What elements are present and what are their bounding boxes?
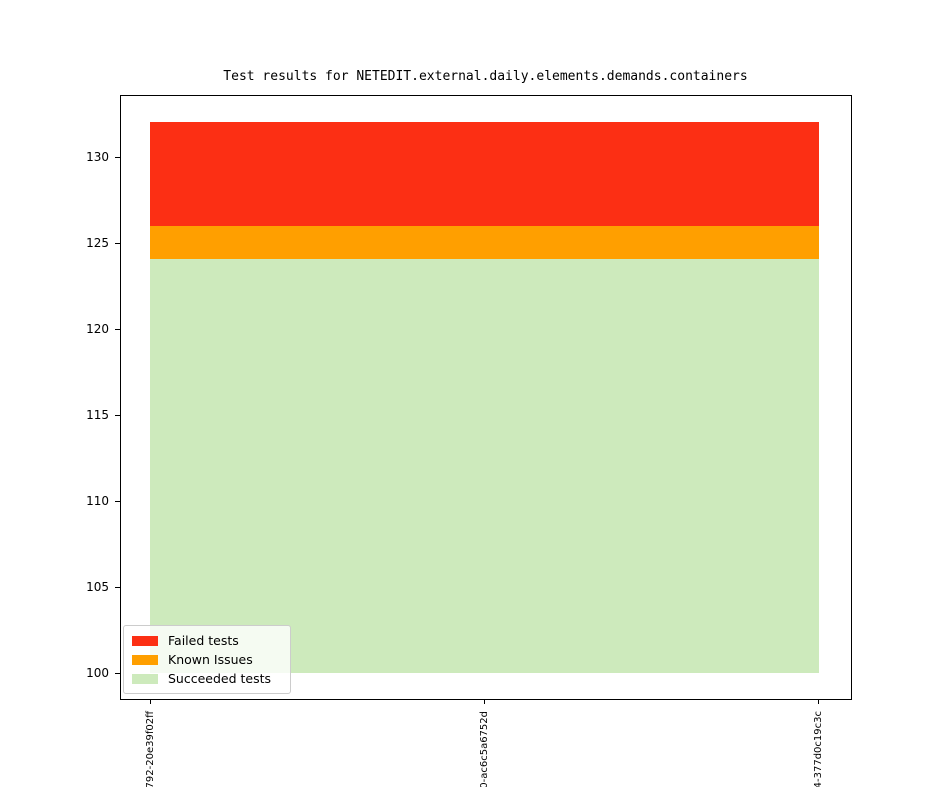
y-tick-label-110: 110 [86, 494, 109, 508]
y-tick-mark-100 [115, 673, 120, 674]
x-tick-label-1: 0-ac6c5a6752d [479, 711, 490, 787]
legend-label-failed-tests: Failed tests [168, 632, 239, 648]
area-known-issues [150, 226, 819, 259]
legend-item-known-issues: Known Issues [132, 650, 282, 669]
legend-swatch-succeeded-tests-icon [132, 673, 158, 684]
legend-label-known-issues: Known Issues [168, 651, 253, 667]
chart-title: Test results for NETEDIT.external.daily.… [223, 69, 748, 84]
legend-label-succeeded-tests: Succeeded tests [168, 670, 272, 686]
y-tick-label-125: 125 [86, 236, 109, 250]
y-tick-label-120: 120 [86, 322, 109, 336]
legend-swatch-known-issues-icon [132, 654, 158, 665]
y-tick-mark-110 [115, 501, 120, 502]
x-tick-label-2: 4-377d0c19c3c [813, 711, 824, 787]
y-tick-mark-105 [115, 587, 120, 588]
y-tick-mark-125 [115, 243, 120, 244]
y-tick-mark-120 [115, 329, 120, 330]
x-tick-mark-0 [150, 700, 151, 704]
x-tick-mark-2 [818, 700, 819, 704]
area-failed-tests [150, 122, 819, 226]
legend: Failed tests Known Issues Succeeded test… [123, 625, 291, 694]
legend-item-failed-tests: Failed tests [132, 631, 282, 650]
y-tick-label-105: 105 [86, 580, 109, 594]
x-tick-mark-1 [484, 700, 485, 704]
plot-area [120, 95, 852, 700]
x-tick-label-0: 792-20e39f02ff [145, 711, 156, 787]
area-succeeded-tests [150, 259, 819, 673]
legend-item-succeeded-tests: Succeeded tests [132, 669, 282, 688]
y-tick-mark-130 [115, 157, 120, 158]
y-tick-label-115: 115 [86, 408, 109, 422]
legend-swatch-failed-tests-icon [132, 635, 158, 646]
y-tick-label-100: 100 [86, 666, 109, 680]
y-tick-label-130: 130 [86, 150, 109, 164]
y-tick-mark-115 [115, 415, 120, 416]
